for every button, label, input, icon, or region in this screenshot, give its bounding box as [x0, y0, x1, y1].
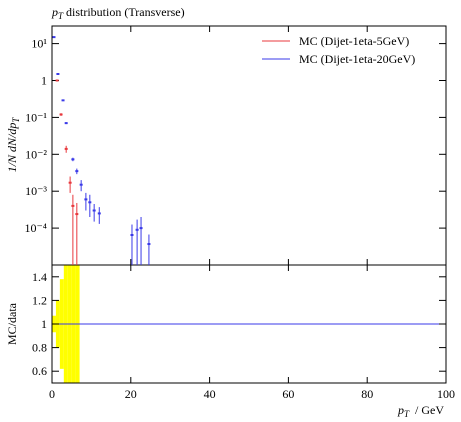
- ratio-y-tick-label: 0.8: [32, 341, 47, 355]
- x-label-symbol: p: [397, 403, 404, 417]
- title-symbol: p: [51, 5, 58, 19]
- y-tick-label: 10¹: [31, 37, 47, 51]
- y-tick-label: 10⁻⁴: [24, 221, 47, 235]
- x-tick-label: 40: [204, 387, 216, 401]
- title-subscript: T: [58, 11, 64, 21]
- ratio-y-tick-label: 1.4: [32, 270, 47, 284]
- x-tick-label: 100: [437, 387, 455, 401]
- x-tick-label: 80: [361, 387, 373, 401]
- x-tick-label: 0: [49, 387, 55, 401]
- ratio-y-tick-label: 1: [41, 317, 47, 331]
- title-text: distribution (Transverse): [66, 5, 185, 19]
- y-label-subscript: T: [11, 117, 21, 123]
- y-label-text: 1/N dN/dp: [5, 123, 19, 173]
- y-tick-label: 1: [41, 74, 47, 88]
- ratio-y-tick-label: 1.2: [32, 293, 47, 307]
- y-axis-label: 1/N dN/dpT: [5, 117, 21, 173]
- legend-label: MC (Dijet-1eta-20GeV): [299, 52, 415, 66]
- legend-label: MC (Dijet-1eta-5GeV): [299, 34, 409, 48]
- x-tick-label: 20: [125, 387, 137, 401]
- x-axis-label: pT / GeV: [397, 403, 444, 419]
- ratio-y-tick-label: 0.6: [32, 364, 47, 378]
- chart-title: pT distribution (Transverse): [51, 5, 185, 21]
- x-label-subscript: T: [404, 409, 410, 419]
- x-tick-label: 60: [282, 387, 294, 401]
- ratio-y-label: MC/data: [5, 302, 19, 345]
- y-tick-label: 10⁻³: [25, 184, 47, 198]
- y-tick-label: 10⁻²: [25, 147, 47, 161]
- x-label-text: / GeV: [415, 403, 444, 417]
- y-tick-label: 10⁻¹: [25, 110, 47, 124]
